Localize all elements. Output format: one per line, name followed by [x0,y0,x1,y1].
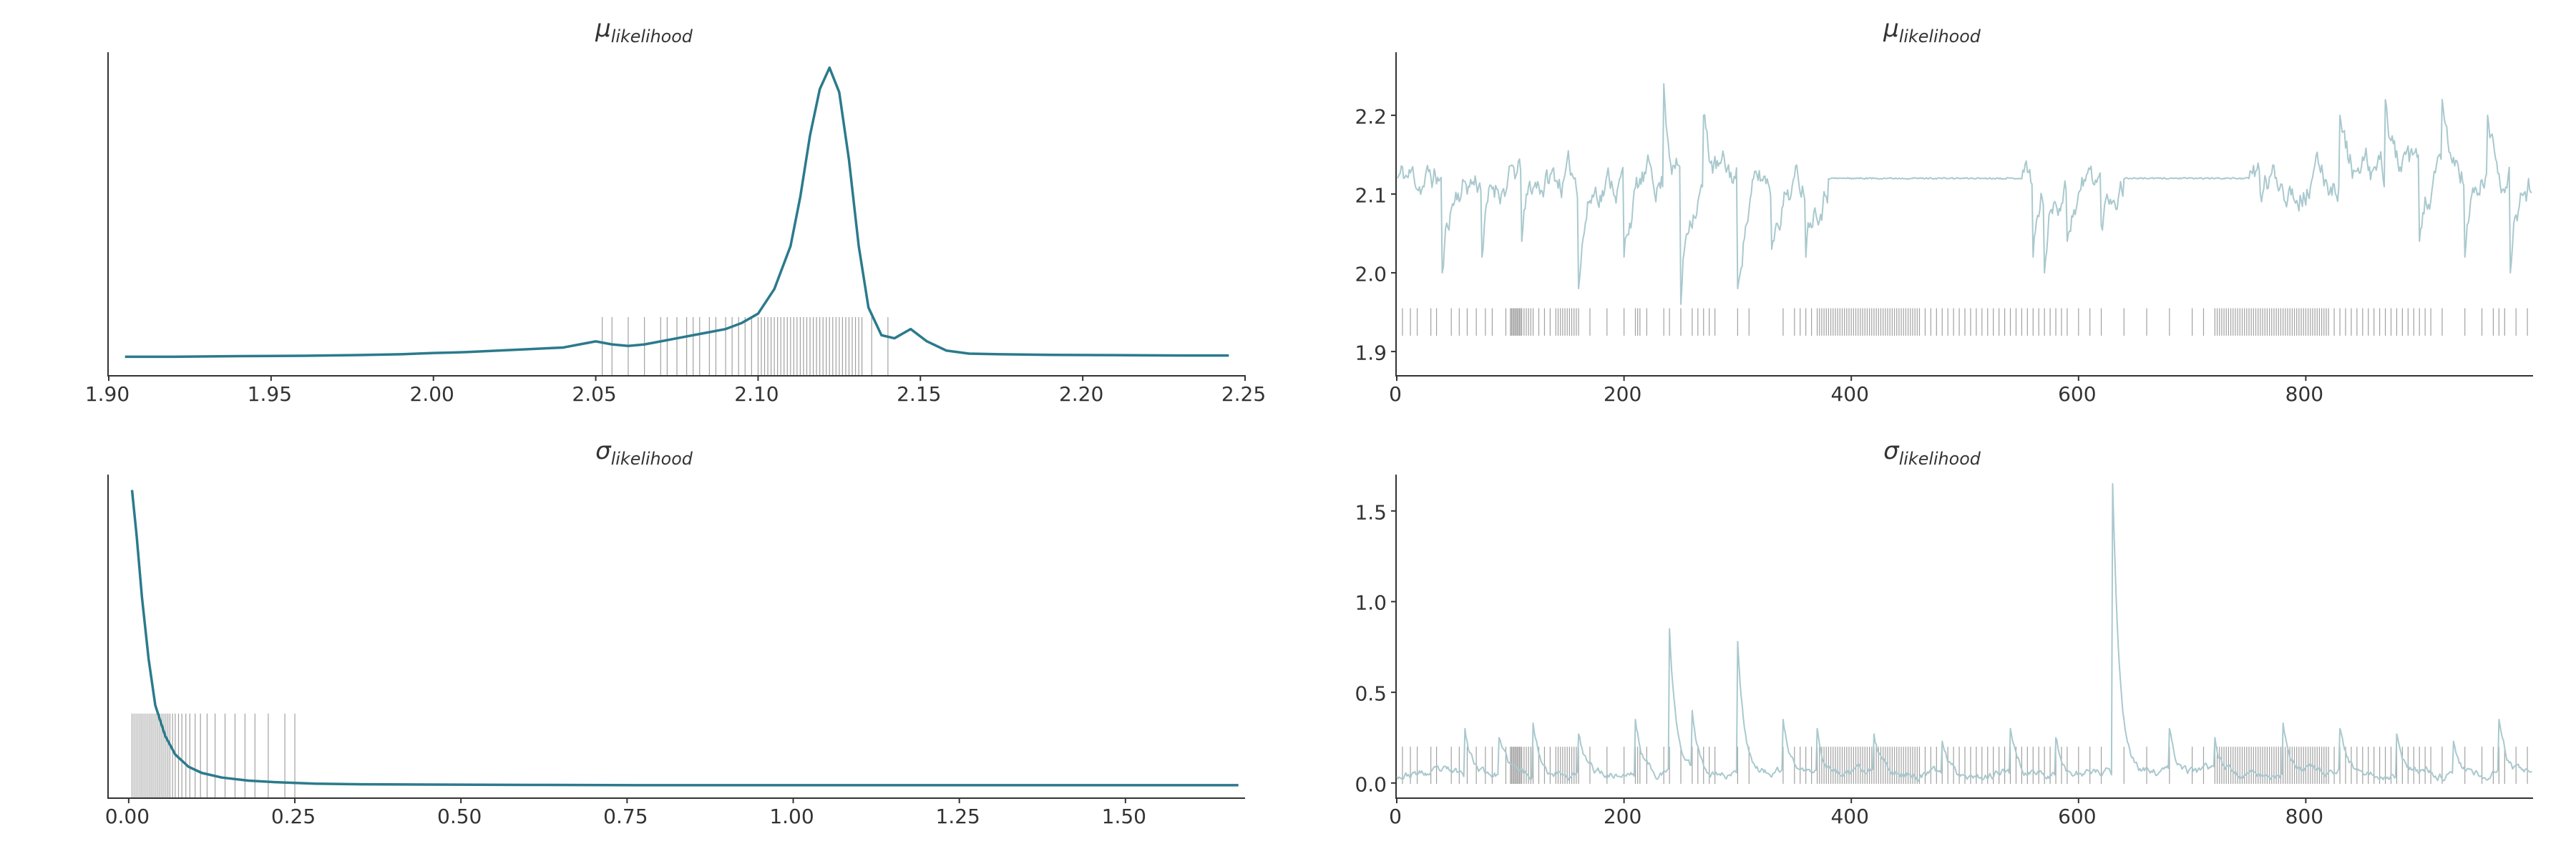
density-curve [125,67,1229,356]
xtick-label: 2.20 [1059,382,1103,406]
xtick-label: 2.10 [734,382,779,406]
ytick-label: 1.0 [1355,591,1387,615]
yaxis: 1.9 2.0 2.1 2.2 [1331,52,1395,377]
plotwrap [43,52,1245,377]
xtick-label: 0.75 [603,805,648,828]
xtick-label: 0 [1389,382,1402,406]
xtick-label: 800 [2285,382,2323,406]
chart-grid: μlikelihood 1.901.952.002.052.102.152.20… [0,0,2576,859]
xtick-label: 0.50 [437,805,482,828]
xtick-label: 1.90 [85,382,130,406]
xtick-label: 1.50 [1102,805,1146,828]
plotwrap [43,475,1245,799]
ytick-label: 0.0 [1355,772,1387,796]
xtick-label: 600 [2058,805,2096,828]
plot-area [1395,52,2533,377]
xaxis: 1.901.952.002.052.102.152.202.25 [107,377,1245,408]
plot-area [107,475,1245,799]
ytick-label: 2.1 [1355,184,1387,208]
title-mu-density: μlikelihood [43,14,1245,47]
xtick-label: 0.00 [105,805,150,828]
xtick-label: 600 [2058,382,2096,406]
xtick-label: 2.25 [1221,382,1266,406]
rug-marks [602,317,888,375]
yaxis [43,475,107,799]
panel-sigma-trace: σlikelihood 0.0 0.5 1.0 1.5 0 200 400 600 800 [1331,437,2533,830]
ytick-label: 2.2 [1355,105,1387,129]
rug-marks [1402,308,2527,335]
xtick-label: 2.05 [572,382,616,406]
panel-sigma-density: σlikelihood 0.00 0.25 0.50 0.75 1.00 1.25 1.50 [43,437,1245,830]
rug-marks [132,714,296,797]
title-mu-trace: μlikelihood [1331,14,2533,47]
xtick-label: 800 [2285,805,2323,828]
xaxis: 0200400600800 [1395,799,2533,830]
xtick-label: 0.25 [271,805,316,828]
trace-line [1397,84,2532,304]
ytick-label: 1.9 [1355,341,1387,365]
xtick-label: 200 [1604,805,1641,828]
ytick-label: 0.5 [1355,682,1387,706]
panel-mu-trace: μlikelihood 1.9 2.0 2.1 2.2 0 200 400 600 800 [1331,14,2533,408]
density-curve [132,490,1239,785]
xtick-label: 1.25 [936,805,980,828]
xtick-label: 0 [1389,805,1402,828]
xtick-label: 400 [1830,382,1868,406]
trace-line [1397,484,2532,781]
title-sigma-density: σlikelihood [43,437,1245,469]
xtick-label: 200 [1604,382,1641,406]
yaxis: 0.0 0.5 1.0 1.5 [1331,475,1395,799]
xaxis: 0.00 0.25 0.50 0.75 1.00 1.25 1.50 [107,799,1245,830]
plotwrap: 0.0 0.5 1.0 1.5 [1331,475,2533,799]
panel-mu-density: μlikelihood 1.90 1.95 2.00 2.05 2.10 2.15 2.20… [43,14,1245,408]
title-sigma-trace: σlikelihood [1331,437,2533,469]
xtick-label: 1.95 [248,382,292,406]
rug-marks [1402,747,2527,784]
xtick-label: 2.15 [897,382,941,406]
ytick-label: 1.5 [1355,500,1387,524]
xaxis: 0200400600800 [1395,377,2533,408]
xtick-label: 2.00 [410,382,454,406]
ytick-label: 2.0 [1355,263,1387,286]
xtick-label: 1.00 [769,805,814,828]
plotwrap: 1.9 2.0 2.1 2.2 [1331,52,2533,377]
plot-area [1395,475,2533,799]
plot-area [107,52,1245,377]
yaxis [43,52,107,377]
xtick-label: 400 [1830,805,1868,828]
